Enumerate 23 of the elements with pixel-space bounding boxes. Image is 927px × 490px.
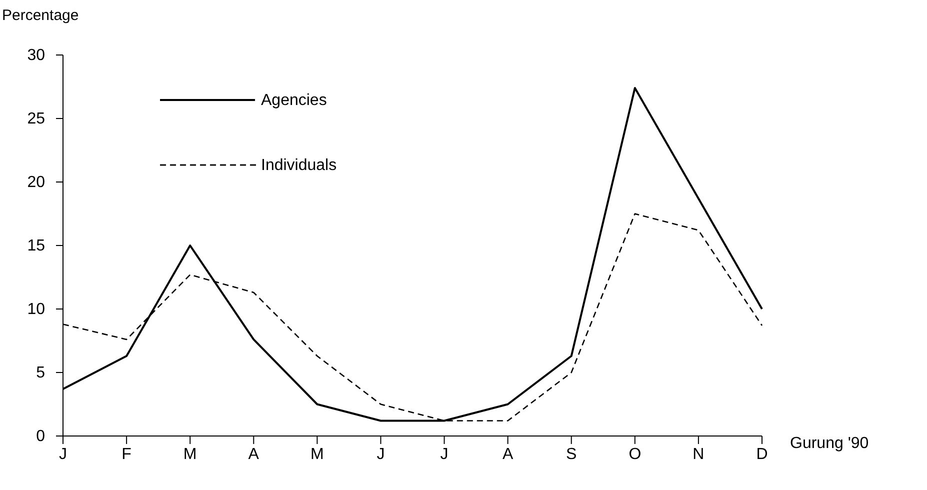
x-tick-label: A <box>248 446 260 463</box>
x-tick-label: M <box>183 446 197 463</box>
x-tick-label: J <box>59 446 67 463</box>
y-tick-label: 10 <box>27 301 46 318</box>
x-tick-label: A <box>502 446 514 463</box>
x-tick-label: J <box>440 446 448 463</box>
x-tick-label: O <box>628 446 642 463</box>
x-tick-label: N <box>692 446 704 463</box>
y-tick-label: 15 <box>27 238 46 255</box>
y-tick-label: 5 <box>36 364 46 382</box>
legend-label: Individuals <box>261 157 337 174</box>
x-tick-label: M <box>310 446 324 463</box>
y-tick-label: 30 <box>27 47 46 64</box>
y-tick-label: 20 <box>27 174 46 192</box>
x-tick-label: J <box>376 446 385 463</box>
legend-label: Agencies <box>261 92 327 109</box>
y-tick-label: 25 <box>27 110 46 128</box>
y-axis-title: Percentage <box>2 7 79 24</box>
y-tick-label: 0 <box>36 428 46 446</box>
x-tick-label: S <box>566 446 577 463</box>
x-tick-label: D <box>756 446 768 463</box>
x-tick-label: F <box>122 446 132 463</box>
text: Gurung '90 <box>790 435 869 452</box>
